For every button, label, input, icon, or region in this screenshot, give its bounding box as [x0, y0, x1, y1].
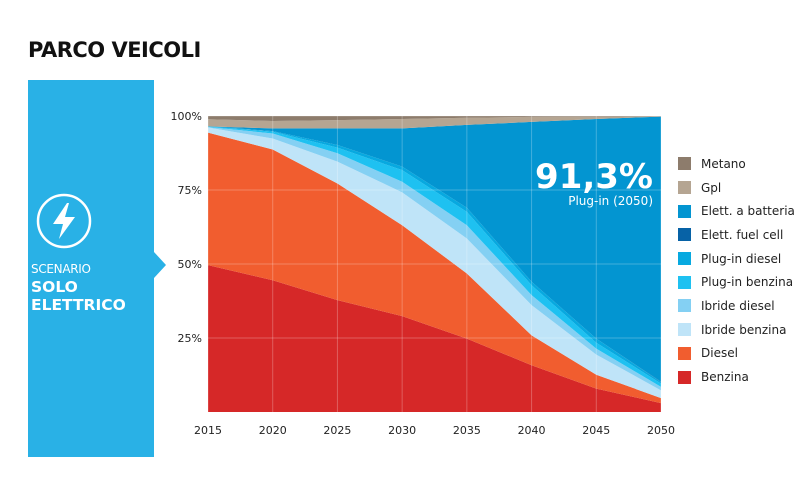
- area-diesel: [208, 132, 661, 404]
- legend-item: Diesel: [678, 342, 795, 366]
- legend-label: Plug-in benzina: [701, 275, 794, 290]
- legend-label: Gpl: [701, 180, 722, 195]
- x-tick-label: 2045: [582, 424, 610, 437]
- legend-item: Plug-in benzina: [678, 270, 795, 294]
- legend-label: Ibride diesel: [701, 298, 775, 313]
- legend-label: Metano: [701, 156, 746, 171]
- legend-swatch: [678, 157, 691, 171]
- x-tick-label: 2020: [259, 424, 287, 437]
- x-tick-label: 2030: [388, 424, 416, 437]
- chart-legend: Metano Gpl Elett. a batteria Elett. fuel ce…: [678, 152, 795, 389]
- lightning-bolt-icon: [36, 193, 92, 249]
- legend-item: Ibride benzina: [678, 318, 795, 342]
- legend-label: Elett. a batteria: [701, 204, 795, 219]
- annotation-caption: Plug-in (2050): [568, 194, 653, 208]
- legend-label: Ibride benzina: [701, 322, 787, 337]
- x-tick-label: 2040: [518, 424, 546, 437]
- legend-swatch: [678, 299, 691, 313]
- legend-label: Benzina: [701, 370, 749, 385]
- area-ibride-benzina: [208, 127, 661, 399]
- area-gpl: [208, 116, 661, 129]
- legend-label: Elett. fuel cell: [701, 227, 784, 242]
- page-title: PARCO VEICOLI: [28, 38, 201, 62]
- scenario-name: SOLO ELETTRICO: [31, 278, 126, 314]
- area-benzina: [208, 265, 661, 412]
- x-tick-label: 2015: [194, 424, 222, 437]
- legend-swatch: [678, 228, 691, 242]
- area-elett-a-batteria: [208, 116, 661, 382]
- scenario-panel: [28, 80, 154, 457]
- y-tick-label: 50%: [178, 258, 202, 271]
- y-tick-label: 25%: [178, 332, 202, 345]
- scenario-panel-arrow: [154, 252, 166, 278]
- legend-item: Gpl: [678, 176, 795, 200]
- legend-item: Ibride diesel: [678, 294, 795, 318]
- legend-swatch: [678, 275, 691, 289]
- legend-swatch: [678, 346, 691, 360]
- legend-item: Elett. a batteria: [678, 199, 795, 223]
- legend-item: Plug-in diesel: [678, 247, 795, 271]
- legend-item: Elett. fuel cell: [678, 223, 795, 247]
- annotation-value: 91,3%: [535, 157, 653, 197]
- legend-swatch: [678, 181, 691, 195]
- legend-item: Metano: [678, 152, 795, 176]
- y-tick-label: 75%: [178, 184, 202, 197]
- y-tick-label: 100%: [171, 110, 202, 123]
- legend-label: Plug-in diesel: [701, 251, 782, 266]
- area-ibride-diesel: [208, 126, 661, 391]
- scenario-label: SCENARIO: [31, 262, 91, 276]
- area-metano: [208, 116, 661, 122]
- legend-swatch: [678, 323, 691, 337]
- x-tick-label: 2050: [647, 424, 675, 437]
- legend-swatch: [678, 204, 691, 218]
- x-tick-label: 2035: [453, 424, 481, 437]
- legend-swatch: [678, 370, 691, 384]
- x-tick-label: 2025: [323, 424, 351, 437]
- legend-label: Diesel: [701, 346, 738, 361]
- legend-swatch: [678, 252, 691, 266]
- legend-item: Benzina: [678, 365, 795, 389]
